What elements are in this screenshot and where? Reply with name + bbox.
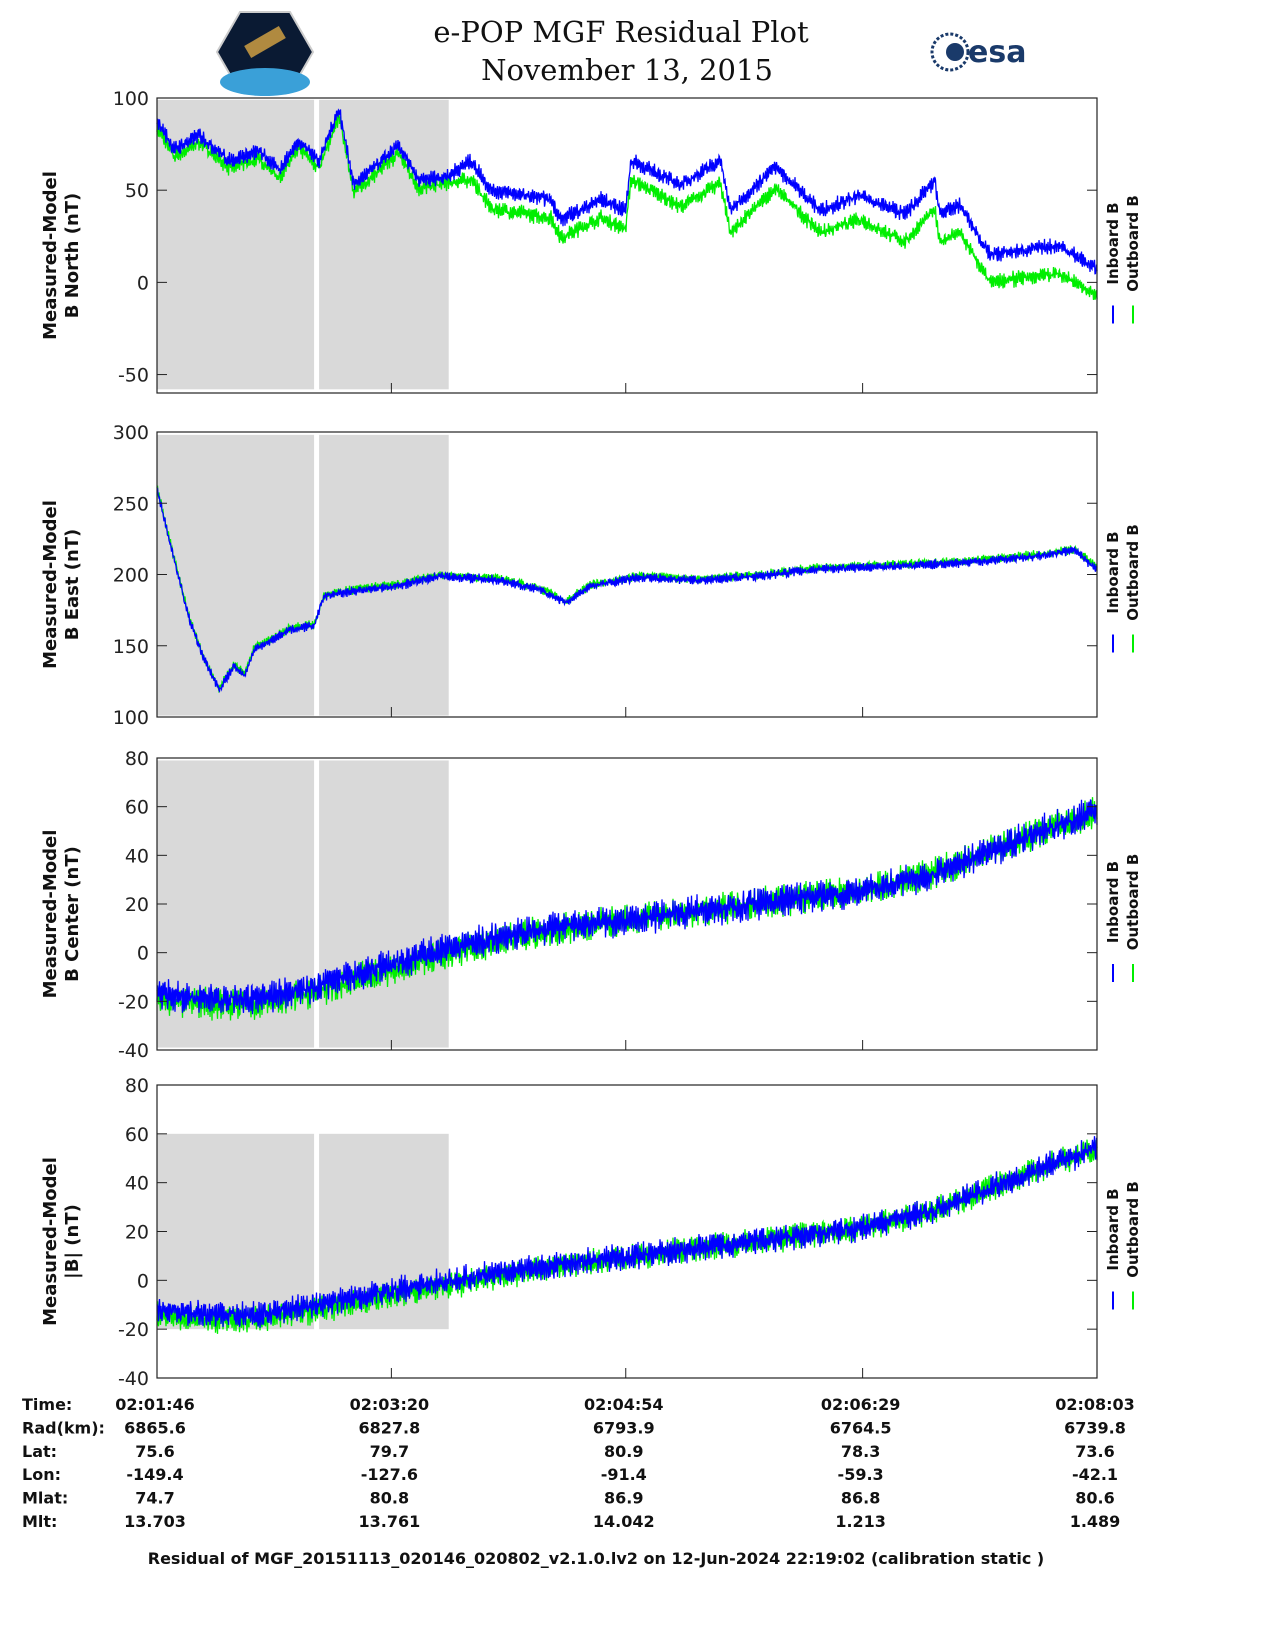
table-row-label: Time:	[22, 1395, 72, 1414]
table-cell: 73.6	[1075, 1442, 1114, 1461]
table-cell: 80.9	[604, 1442, 643, 1461]
y-tick-label: 0	[137, 943, 149, 965]
y-tick-label: 40	[125, 845, 149, 867]
table-cell: 6827.8	[359, 1418, 421, 1437]
y-axis-label: B Center (nT)	[62, 846, 83, 982]
y-tick-label: 200	[113, 565, 149, 587]
y-tick-label: 0	[137, 272, 149, 294]
table-row-label: Mlat:	[22, 1489, 68, 1508]
legend-label: Inboard B	[1104, 202, 1122, 284]
table-cell: 75.6	[135, 1442, 174, 1461]
legend-label: Inboard B	[1104, 531, 1122, 613]
y-tick-label: -20	[118, 991, 149, 1013]
table-cell: 6793.9	[593, 1418, 655, 1437]
y-tick-label: -40	[118, 1368, 149, 1390]
y-tick-label: 40	[125, 1173, 149, 1195]
table-cell: 1.213	[835, 1512, 886, 1531]
y-tick-label: 0	[137, 1270, 149, 1292]
y-tick-label: 20	[125, 1222, 149, 1244]
table-cell: 6865.6	[124, 1418, 186, 1437]
y-axis-label: Measured-Model	[40, 171, 61, 340]
legend-label: Outboard B	[1124, 854, 1142, 951]
axes-frame	[156, 97, 1098, 394]
legend-label: Outboard B	[1124, 524, 1142, 621]
y-axis-label: B North (nT)	[62, 193, 83, 319]
y-axis-label: Measured-Model	[40, 830, 61, 999]
table-cell: -91.4	[601, 1465, 647, 1484]
legend-label: Outboard B	[1124, 195, 1142, 292]
y-axis-label: B East (nT)	[62, 529, 83, 641]
series-line-inboard-b	[156, 1136, 1098, 1329]
y-tick-label: 250	[113, 493, 149, 515]
table-cell: 02:08:03	[1055, 1395, 1135, 1414]
table-cell: 74.7	[135, 1489, 174, 1508]
table-cell: 02:06:29	[821, 1395, 901, 1414]
legend-label: Outboard B	[1124, 1181, 1142, 1278]
table-cell: -42.1	[1072, 1465, 1118, 1484]
table-cell: 86.9	[604, 1489, 643, 1508]
table-cell: 02:04:54	[584, 1395, 664, 1414]
panel-1: 100 50 0 -50 Measured-Model B North (nT) Inboa…	[40, 88, 1142, 394]
series-line-inboard-b	[156, 799, 1098, 1015]
footer-caption: Residual of MGF_20151113_020146_020802_v…	[148, 1549, 1044, 1568]
legend-label: Inboard B	[1104, 861, 1122, 943]
y-tick-label: 80	[125, 748, 149, 770]
y-axis-label: Measured-Model	[40, 500, 61, 669]
chart-subtitle: November 13, 2015	[481, 53, 773, 87]
esa-logo-text: esa	[968, 35, 1026, 70]
cassiope-logo	[215, 11, 315, 96]
shaded-interval	[319, 760, 449, 1048]
table-cell: 02:03:20	[350, 1395, 430, 1414]
series-line-inboard-b	[156, 108, 1098, 275]
y-axis-label: Measured-Model	[40, 1157, 61, 1326]
table-row-label: Lon:	[22, 1465, 61, 1484]
table-cell: 1.489	[1070, 1512, 1121, 1531]
y-tick-label: 150	[113, 636, 149, 658]
table-cell: 14.042	[593, 1512, 655, 1531]
y-tick-label: 20	[125, 894, 149, 916]
shaded-interval	[319, 99, 449, 390]
y-tick-label: 60	[125, 1124, 149, 1146]
esa-logo: esa	[930, 32, 1026, 72]
table-cell: 78.3	[841, 1442, 880, 1461]
legend-label: Inboard B	[1104, 1188, 1122, 1270]
table-cell: 79.7	[370, 1442, 409, 1461]
panel-2: 300 250 200 150 100 Measured-Model B East (nT)…	[40, 422, 1142, 729]
table-cell: -127.6	[361, 1465, 418, 1484]
y-tick-label: 60	[125, 797, 149, 819]
table-cell: 13.703	[124, 1512, 186, 1531]
table-cell: 80.6	[1075, 1489, 1114, 1508]
table-cell: -149.4	[126, 1465, 183, 1484]
y-tick-label: -40	[118, 1040, 149, 1062]
table-cell: 13.761	[359, 1512, 421, 1531]
orbit-info-table: Time: 02:01:46 02:03:20 02:04:54 02:06:29 02:…	[22, 1395, 1135, 1531]
table-cell: 6764.5	[830, 1418, 892, 1437]
y-tick-label: 100	[113, 707, 149, 729]
table-row-label: Rad(km):	[22, 1418, 105, 1437]
y-tick-label: -50	[118, 365, 149, 387]
y-axis-label: |B| (nT)	[62, 1204, 83, 1279]
panel-4: 80 60 40 20 0 -20 -40 Measured-Model |B| (nT) Inb…	[40, 1075, 1142, 1390]
y-tick-label: 80	[125, 1075, 149, 1097]
table-cell: 86.8	[841, 1489, 880, 1508]
series-line-inboard-b	[156, 487, 1098, 694]
chart-title: e-POP MGF Residual Plot	[433, 15, 809, 49]
y-tick-label: 100	[113, 88, 149, 110]
table-cell: 02:01:46	[115, 1395, 195, 1414]
table-cell: 80.8	[370, 1489, 409, 1508]
series-line-outboard-b	[156, 112, 1098, 300]
y-tick-label: -20	[118, 1319, 149, 1341]
table-row-label: Lat:	[22, 1442, 57, 1461]
table-row-label: Mlt:	[22, 1512, 57, 1531]
y-tick-label: 50	[125, 180, 149, 202]
y-tick-label: 300	[113, 422, 149, 444]
shaded-interval	[157, 434, 315, 716]
panel-3: 80 60 40 20 0 -20 -40 Measured-Model B Center (n…	[40, 748, 1142, 1062]
table-cell: -59.3	[838, 1465, 884, 1484]
table-cell: 6739.8	[1064, 1418, 1126, 1437]
shaded-interval	[157, 1133, 315, 1330]
